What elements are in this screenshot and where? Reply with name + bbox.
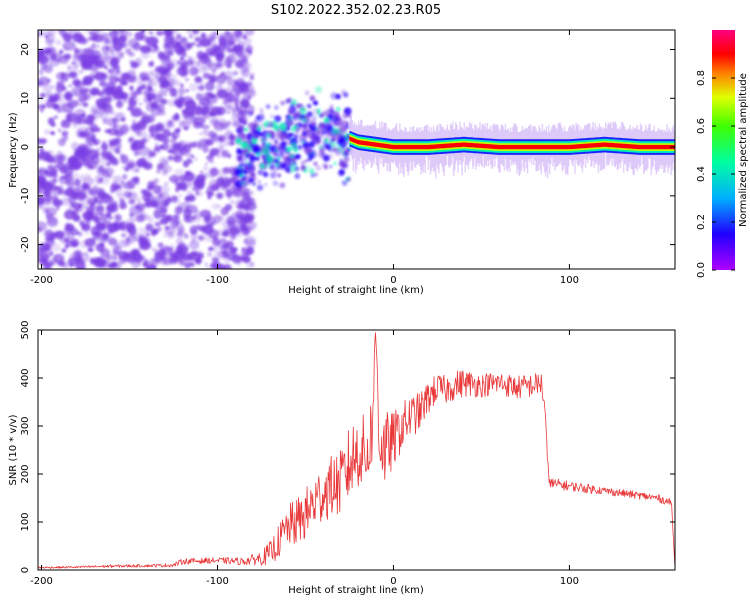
spectrogram-y-tick-label: 0 xyxy=(20,144,31,150)
spectrogram-ridge-halo xyxy=(234,86,352,196)
snr-y-tick-label: 200 xyxy=(20,464,31,483)
spectrogram-x-tick-label: -200 xyxy=(30,275,53,286)
snr-x-tick-label: 100 xyxy=(560,576,579,587)
colorbar-tick-label: 0.6 xyxy=(696,118,707,134)
snr-panel: -200 -100 0 100 0 100 200 300 400 500 Height of … xyxy=(8,320,676,596)
snr-x-tick-label: -100 xyxy=(206,576,229,587)
figure-title: S102.2022.352.02.23.R05 xyxy=(271,3,441,18)
spectrogram-y-tick-label: 10 xyxy=(20,92,31,105)
colorbar-ticks: 0.0 0.2 0.4 0.6 0.8 xyxy=(696,70,735,278)
snr-x-axis: -200 -100 0 100 xyxy=(30,330,579,587)
snr-x-label: Height of straight line (km) xyxy=(288,585,424,596)
colorbar-tick-label: 0.0 xyxy=(696,262,707,278)
spectrogram-x-tick-label: -100 xyxy=(206,275,229,286)
colorbar-tick-label: 0.8 xyxy=(696,70,707,86)
spectrogram-x-label: Height of straight line (km) xyxy=(288,285,424,296)
colorbar-tick-label: 0.2 xyxy=(696,214,707,230)
snr-frame xyxy=(37,329,676,571)
spectrogram-y-tick-label: -20 xyxy=(20,236,31,252)
spectrogram-y-label: Frequency (Hz) xyxy=(8,112,19,188)
snr-y-tick-label: 500 xyxy=(20,320,31,339)
snr-y-tick-label: 400 xyxy=(20,368,31,387)
spectrogram-x-axis: -200 -100 0 100 xyxy=(30,30,579,286)
snr-y-axis: 0 100 200 300 400 500 xyxy=(20,320,675,573)
spectrogram-y-axis: -20 -10 0 10 20 xyxy=(20,43,675,253)
spectrogram-frame xyxy=(37,29,676,270)
snr-y-tick-label: 300 xyxy=(20,416,31,435)
snr-x-tick-label: 0 xyxy=(390,576,396,587)
snr-series-line xyxy=(38,332,675,569)
spectrogram-ridge xyxy=(349,115,675,179)
spectrogram-x-tick-label: 100 xyxy=(560,275,579,286)
colorbar-label: Normalized spectral amplitude xyxy=(738,73,749,227)
spectrogram-ridge-layer-3 xyxy=(349,136,675,150)
colorbar: 0.0 0.2 0.4 0.6 0.8 Normalized spectral ampl… xyxy=(696,30,749,278)
spectrogram-y-tick-label: -10 xyxy=(20,188,31,204)
snr-y-tick-label: 0 xyxy=(20,567,31,573)
spectrogram-noise-blobs xyxy=(38,30,257,269)
snr-x-tick-label: -200 xyxy=(30,576,53,587)
spectrogram-x-tick-label: 0 xyxy=(390,275,396,286)
colorbar-tick-label: 0.4 xyxy=(696,166,707,182)
snr-y-label: SNR (10 * v/v) xyxy=(8,414,19,485)
spectrogram-y-tick-label: 20 xyxy=(20,43,31,56)
colorbar-gradient xyxy=(712,30,735,270)
snr-y-tick-label: 100 xyxy=(20,512,31,531)
